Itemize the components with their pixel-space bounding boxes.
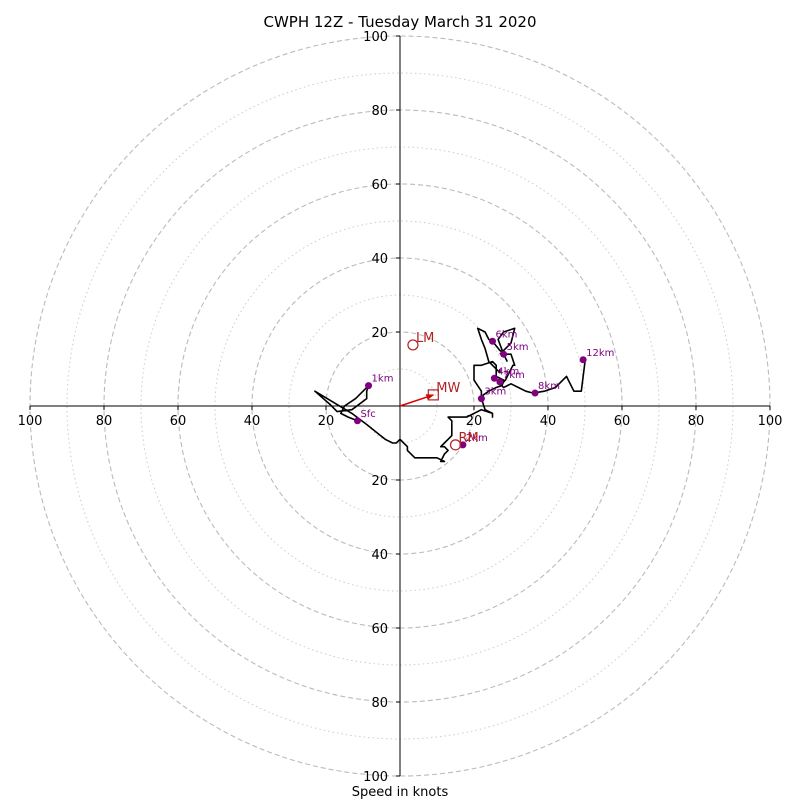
tick-right-40: 40 [540,414,557,429]
height-label-2km: 2km [466,433,488,444]
tick-left-60: 60 [170,414,187,429]
height-markers: Sfc 1km 2km 3km 4km 5km 6km 7km 8km 12km [353,329,614,449]
tick-left-20: 20 [318,414,335,429]
height-label-3km: 3km [484,387,506,398]
right-mover-marker [449,439,462,451]
tick-right-60: 60 [614,414,631,429]
tick-up-100: 100 [363,30,388,45]
height-label-5km: 5km [507,342,529,353]
tick-up-80: 80 [371,104,388,119]
tick-down-20: 20 [371,474,388,489]
right-mover-label: RM [459,431,479,446]
height-marker-3km [477,395,485,403]
chart-title: CWPH 12Z - Tuesday March 31 2020 [263,13,536,31]
height-label-7km: 7km [503,370,525,381]
tick-right-20: 20 [466,414,483,429]
height-label-1km: 1km [372,374,394,385]
tick-left-40: 40 [244,414,261,429]
height-marker-12km [579,356,587,364]
x-axis-label: Speed in knots [352,785,449,800]
tick-right-80: 80 [688,414,705,429]
height-label-sfc: Sfc [360,409,375,420]
tick-right-100: 100 [758,414,783,429]
height-marker-7km [496,378,504,386]
tick-down-100: 100 [363,770,388,785]
height-marker-5km [500,350,508,358]
tick-down-40: 40 [371,548,388,563]
hodograph-line [314,358,586,463]
mean-wind-label: MW [436,381,460,396]
tick-left-80: 80 [96,414,113,429]
left-mover-label: LM [416,331,434,346]
tick-labels: 100 80 60 40 20 20 40 60 80 100 20 40 60 80 100 20 40 60 8… [18,30,783,785]
height-label-4km: 4km [497,366,519,377]
height-label-6km: 6km [496,329,518,340]
height-marker-2km [459,441,467,449]
height-label-12km: 12km [586,348,614,359]
height-marker-1km [365,382,373,390]
mean-wind-marker [427,389,439,401]
tick-down-80: 80 [371,696,388,711]
storm-motion-markers: MW LM RM [399,331,479,451]
tick-up-20: 20 [371,326,388,341]
tick-up-40: 40 [371,252,388,267]
height-marker-8km [531,389,539,397]
tick-down-60: 60 [371,622,388,637]
height-label-8km: 8km [538,381,560,392]
tick-left-100: 100 [18,414,43,429]
height-marker-4km [490,374,498,382]
tick-up-60: 60 [371,178,388,193]
height-marker-sfc [353,417,361,425]
left-mover-marker [407,339,419,351]
height-marker-6km [489,337,496,345]
